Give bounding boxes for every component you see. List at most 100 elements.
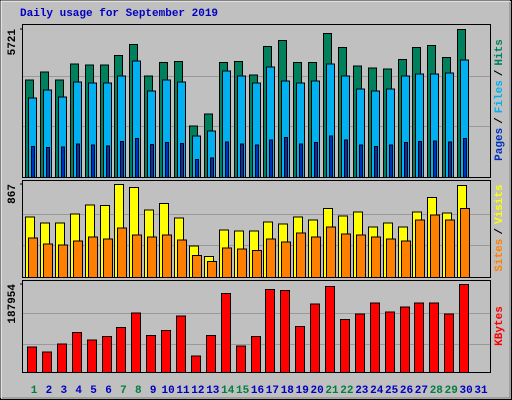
bar [192,254,202,279]
x-tick-label: 16 [251,385,264,397]
bar [389,144,393,178]
x-tick-label: 3 [60,385,67,397]
x-tick-label: 22 [340,385,353,397]
bar [255,144,259,178]
bar [433,140,437,179]
bar [76,143,80,179]
x-tick-label: 1 [31,385,38,397]
bar [370,302,380,373]
bar [344,139,348,178]
bar [371,236,381,278]
bar [222,247,232,278]
bar [374,145,378,179]
bar [207,260,217,278]
bar [210,157,214,178]
bar [356,234,366,278]
bar [117,227,127,278]
legend-entry: Pages [494,128,506,161]
bar [415,219,425,278]
bar [418,140,422,179]
bar [251,336,261,373]
x-tick-label: 7 [120,385,127,397]
bar [281,241,291,279]
x-tick-label: 4 [75,385,82,397]
bar [237,248,247,278]
bar [404,142,408,178]
bar [359,144,363,178]
bar [58,244,68,278]
x-tick-label: 2 [46,385,53,397]
bar [191,355,201,373]
bar [236,345,246,373]
x-tick-label: 15 [236,385,250,397]
bar [314,142,318,178]
bar [445,219,455,278]
bar [46,147,50,178]
bar [132,234,142,278]
bar [162,234,172,278]
legend-entry: Visits [494,184,506,224]
bar [103,238,113,278]
x-tick-label: 25 [385,385,399,397]
bar [221,293,231,373]
x-tick-label: 24 [370,385,384,397]
bar [106,145,110,179]
bar [280,290,290,374]
x-tick-label: 9 [150,385,157,397]
bar [340,318,350,374]
legend-separator: / [494,228,506,235]
bar [240,143,244,179]
x-tick-label: 17 [266,385,279,397]
y-tick-label: 5721 [7,29,19,56]
bar [284,136,288,178]
bar [444,313,454,374]
bar [131,312,141,374]
bar [161,330,171,374]
bar [385,311,395,373]
bar [177,239,187,278]
bar [135,138,139,179]
bar [28,237,38,279]
bar [429,302,439,373]
x-tick-label: 18 [281,385,295,397]
x-tick-label: 31 [474,385,488,397]
x-tick-label: 28 [430,385,444,397]
bar [61,146,65,178]
legend-separator: / [494,117,506,124]
bar [401,240,411,278]
legend-entry: Sites [494,239,506,272]
legend-entry: KBytes [494,306,506,346]
bar [326,226,336,278]
bar [88,236,98,278]
x-tick-label: 20 [310,385,323,397]
x-tick-label: 30 [459,385,472,397]
bar [463,138,467,179]
bar [295,325,305,373]
x-tick-label: 5 [90,385,97,397]
bar [265,289,275,373]
bar [341,233,351,279]
bar [102,336,112,373]
bar [329,135,333,178]
bar [430,214,440,278]
y-tick-label: 867 [7,184,19,204]
bar [73,240,83,278]
bar [459,284,469,373]
x-tick-label: 6 [105,385,112,397]
bar [120,140,124,179]
x-tick-label: 21 [325,385,339,397]
x-tick-label: 19 [296,385,309,397]
legend-separator: / [494,69,506,76]
bar [116,326,126,374]
bar [311,236,321,278]
bar [386,238,396,278]
bar [206,335,216,374]
bar [310,303,320,373]
legend-entry: Files [494,80,506,113]
x-tick-label: 11 [176,385,190,397]
x-tick-label: 26 [400,385,413,397]
x-tick-label: 23 [355,385,369,397]
bar [195,158,199,179]
